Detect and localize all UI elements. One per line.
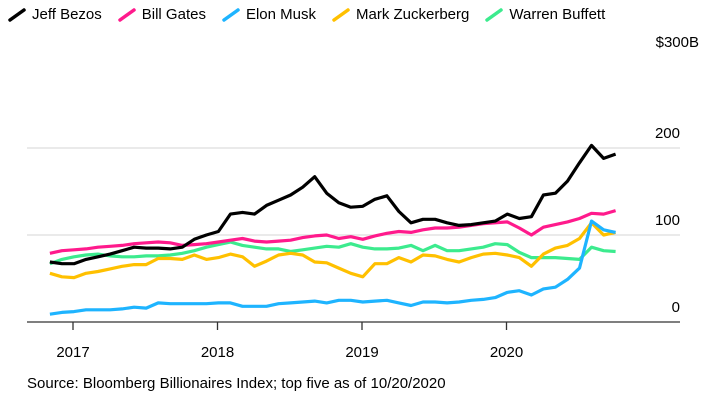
series-line-elon-musk xyxy=(49,219,616,316)
source-note: Source: Bloomberg Billionaires Index; to… xyxy=(27,375,446,392)
legend-label: Warren Buffett xyxy=(509,6,606,23)
x-tick-label: 2018 xyxy=(201,344,234,361)
legend-item: Mark Zuckerberg xyxy=(332,6,469,23)
y-tick-label: 100 xyxy=(655,212,680,229)
legend-item: Elon Musk xyxy=(222,6,316,23)
legend-label: Elon Musk xyxy=(245,6,316,23)
legend-swatch-icon xyxy=(332,7,350,22)
x-tick-label: 2020 xyxy=(490,344,523,361)
legend-label: Jeff Bezos xyxy=(32,6,102,23)
legend-swatch-icon xyxy=(118,7,136,22)
legend-item: Bill Gates xyxy=(118,6,206,23)
y-tick-label: 200 xyxy=(655,125,680,142)
legend-item: Warren Buffett xyxy=(485,6,605,23)
legend-item: Jeff Bezos xyxy=(8,6,102,23)
series-line-mark-zuckerberg xyxy=(49,221,616,280)
series-line-jeff-bezos xyxy=(49,143,617,266)
legend: Jeff Bezos Bill Gates Elon Musk Mark Zucker… xyxy=(8,6,621,23)
y-tick-label: 0 xyxy=(672,299,680,316)
legend-swatch-icon xyxy=(485,7,504,22)
legend-swatch-icon xyxy=(8,7,26,22)
y-axis-unit-label: $300B xyxy=(655,34,699,51)
series-line-warren-buffett xyxy=(49,240,616,266)
legend-swatch-icon xyxy=(222,7,240,22)
x-tick-label: 2019 xyxy=(345,344,378,361)
legend-label: Bill Gates xyxy=(141,6,206,23)
legend-label: Mark Zuckerberg xyxy=(356,6,470,23)
series-line-bill-gates xyxy=(49,209,617,255)
x-tick-label: 2017 xyxy=(56,344,89,361)
